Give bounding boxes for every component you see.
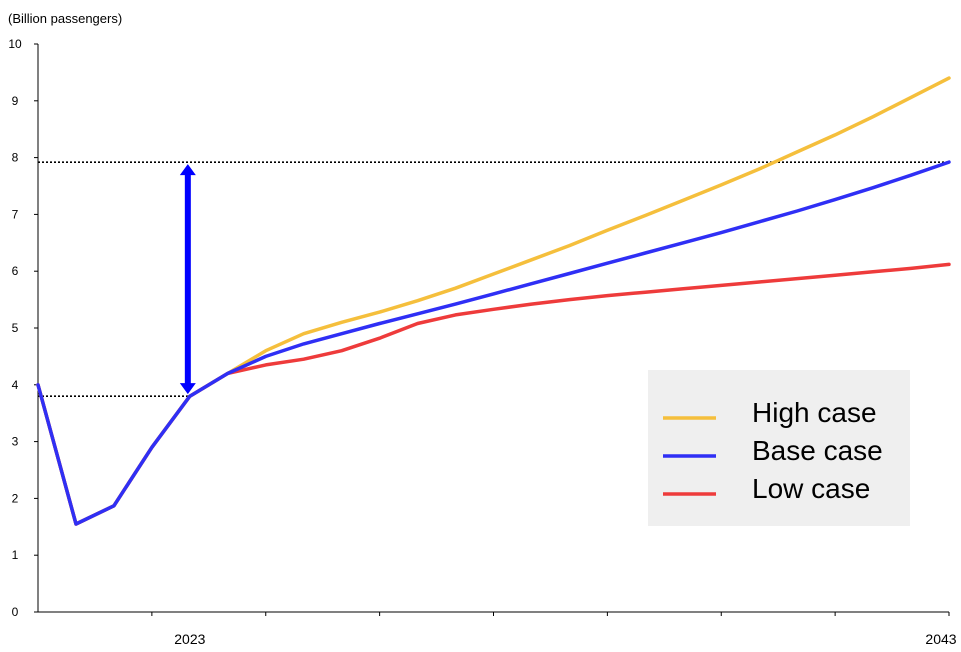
y-tick-label: 0 bbox=[12, 605, 19, 619]
y-tick-label: 2 bbox=[12, 491, 19, 505]
y-tick-label: 6 bbox=[12, 264, 19, 278]
legend-label: Low case bbox=[752, 473, 870, 504]
legend-background bbox=[648, 370, 910, 526]
series-line-base-case bbox=[36, 160, 951, 526]
series-layer bbox=[36, 76, 951, 526]
x-tick-label: 2023 bbox=[174, 631, 205, 647]
legend: High case Base case Low case bbox=[648, 370, 910, 526]
y-tick-label: 4 bbox=[12, 378, 19, 392]
x-tick-label: 2043 bbox=[925, 631, 956, 647]
double-arrow bbox=[179, 164, 196, 395]
y-tick-label: 5 bbox=[12, 321, 19, 335]
y-tick-label: 8 bbox=[12, 151, 19, 165]
y-tick-label: 9 bbox=[12, 94, 19, 108]
y-unit-label: (Billion passengers) bbox=[8, 11, 122, 26]
legend-label: High case bbox=[752, 397, 877, 428]
reference-lines bbox=[38, 161, 949, 397]
y-tick-label: 7 bbox=[12, 207, 19, 221]
axes: 0 1 2 3 4 5 6 7 8 9 10 2023 2043 bbox=[8, 37, 956, 647]
legend-label: Base case bbox=[752, 435, 883, 466]
y-tick-label: 3 bbox=[12, 435, 19, 449]
y-tick-label: 1 bbox=[12, 548, 19, 562]
arrow-head-down bbox=[179, 383, 196, 395]
y-tick-label: 10 bbox=[8, 37, 22, 51]
arrow-head-up bbox=[179, 164, 196, 176]
